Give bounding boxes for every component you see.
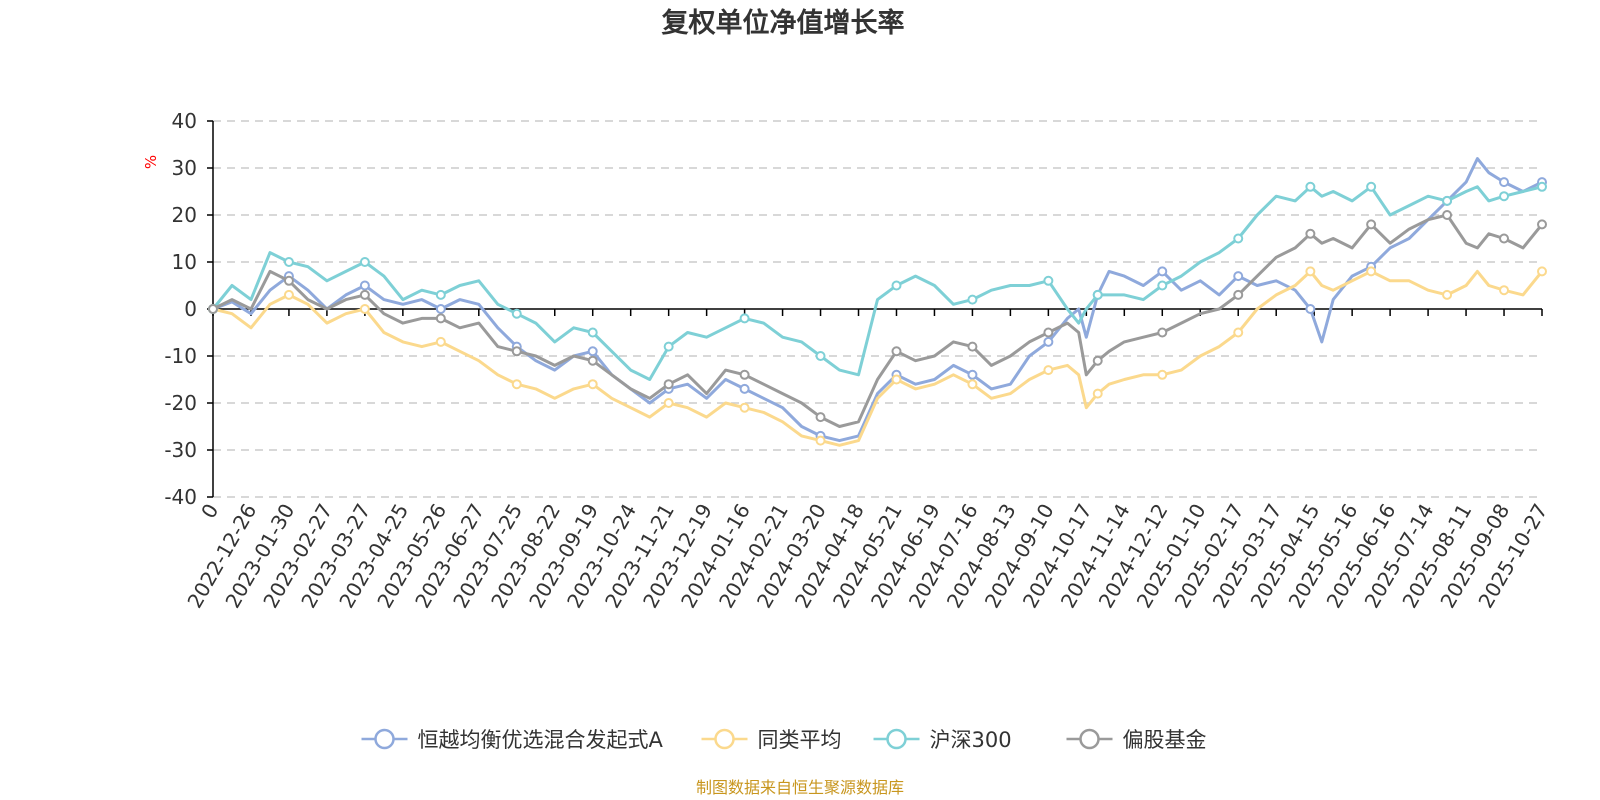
y-tick-label: 30 [172, 156, 197, 180]
grid-lines [213, 120, 1542, 498]
data-point [1442, 289, 1453, 300]
data-point [663, 379, 674, 390]
axes: 403020100-10-20-30-4002022-12-262023-01-… [164, 109, 1552, 612]
data-point [1305, 266, 1316, 277]
y-axis-label: % [142, 155, 160, 169]
data-point [1092, 388, 1103, 399]
data-point [587, 327, 598, 338]
data-point [283, 275, 294, 286]
data-point [967, 379, 978, 390]
data-point [1233, 271, 1244, 282]
data-point [739, 383, 750, 394]
data-point [815, 435, 826, 446]
y-tick-label: -10 [164, 344, 197, 368]
data-point [587, 346, 598, 357]
data-point [1499, 177, 1510, 188]
legend-label: 恒越均衡优选混合发起式A [418, 728, 664, 752]
data-point [1043, 275, 1054, 286]
legend-swatch-marker [886, 728, 907, 750]
data-point [1499, 285, 1510, 296]
y-tick-label: -30 [164, 438, 197, 462]
data-point [359, 304, 370, 314]
data-point [359, 289, 370, 300]
chart-title: 复权单位净值增长率 [662, 7, 905, 39]
data-point [435, 336, 446, 347]
data-point [359, 280, 370, 291]
data-point [1233, 327, 1244, 338]
data-point [1537, 266, 1547, 277]
legend-swatch-marker [1079, 728, 1100, 750]
series-line [211, 185, 1544, 381]
data-point [511, 379, 522, 390]
data-point [511, 308, 522, 319]
data-point [891, 346, 902, 357]
legend-swatch-marker [374, 728, 395, 750]
y-tick-label: 40 [172, 109, 197, 133]
data-point [283, 289, 294, 300]
source-note: 制图数据来自恒生聚源数据库 [696, 778, 904, 797]
data-point [1366, 266, 1377, 277]
series-line [211, 269, 1544, 447]
data-point [1537, 219, 1547, 230]
data-point [1442, 195, 1453, 206]
data-point [739, 402, 750, 413]
y-tick-label: 10 [172, 250, 197, 274]
data-point [891, 280, 902, 291]
y-tick-label: 20 [172, 203, 197, 227]
legend: 恒越均衡优选混合发起式A 同类平均 沪深300 偏股基金 [361, 728, 1207, 752]
data-point [511, 346, 522, 357]
data-point [1366, 181, 1377, 192]
data-point [815, 412, 826, 423]
legend-label: 同类平均 [758, 728, 842, 752]
data-point [1305, 228, 1316, 239]
data-point [1499, 191, 1510, 202]
x-tick-label: 0 [196, 500, 223, 523]
series-lines [208, 157, 1547, 447]
data-point [1043, 327, 1054, 338]
data-point [1366, 219, 1377, 230]
data-point [967, 341, 978, 352]
data-point [1043, 336, 1054, 347]
data-point [208, 304, 218, 314]
data-point [739, 313, 750, 324]
data-point [1305, 304, 1316, 314]
legend-label: 偏股基金 [1123, 728, 1207, 752]
data-point [739, 369, 750, 380]
data-point [1442, 210, 1453, 220]
data-point [1092, 289, 1103, 300]
data-point [967, 294, 978, 305]
y-tick-label: -40 [164, 485, 197, 509]
data-point [663, 398, 674, 408]
data-point [891, 374, 902, 385]
data-point [435, 313, 446, 324]
data-point [1233, 289, 1244, 300]
data-point [1537, 181, 1547, 192]
data-point [1092, 355, 1103, 366]
data-point [815, 351, 826, 361]
data-point [1157, 369, 1168, 380]
y-tick-label: 0 [184, 297, 197, 321]
legend-label: 沪深300 [930, 728, 1012, 752]
data-point [1157, 266, 1168, 277]
data-point [359, 257, 370, 267]
series-line [211, 213, 1544, 428]
data-point [1499, 233, 1510, 244]
y-tick-label: -20 [164, 391, 197, 415]
data-point [663, 341, 674, 352]
data-point [587, 355, 598, 366]
data-point [435, 304, 446, 314]
data-point [1157, 327, 1168, 338]
data-point [1233, 233, 1244, 244]
data-point [283, 257, 294, 267]
data-point [587, 379, 598, 390]
data-point [967, 369, 978, 380]
data-point [1043, 365, 1054, 376]
data-point [1157, 280, 1168, 291]
data-point [1305, 181, 1316, 192]
data-point [435, 289, 446, 300]
series-line [211, 157, 1544, 443]
legend-swatch-marker [714, 728, 735, 750]
